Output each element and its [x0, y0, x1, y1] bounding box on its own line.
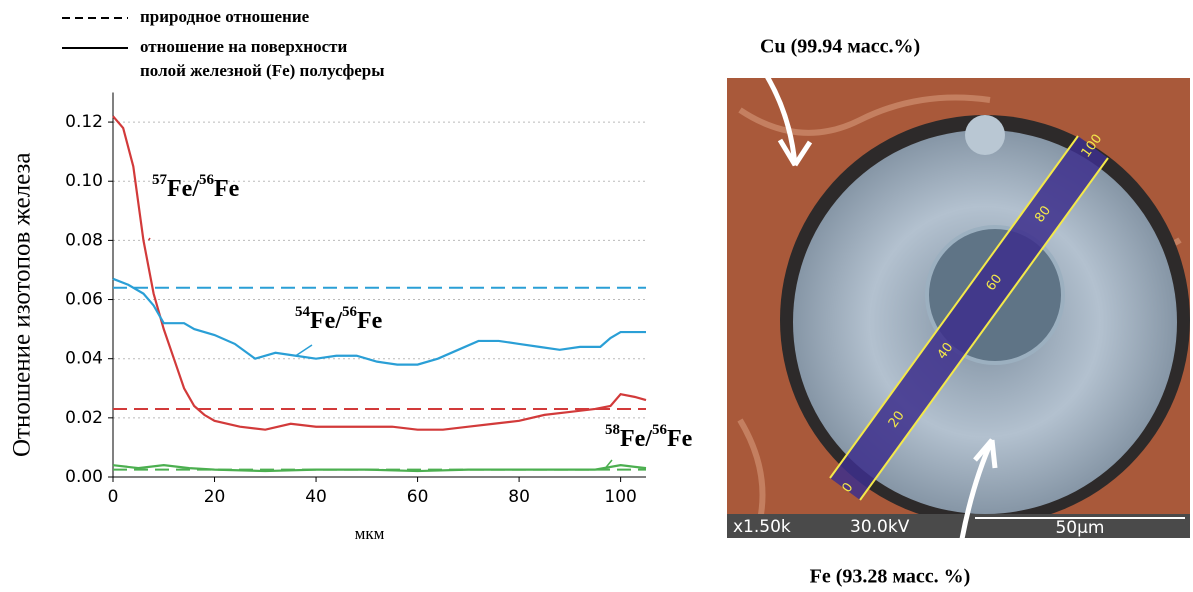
isotope-mass: 58	[605, 422, 620, 438]
x-tick-label: 40	[305, 487, 327, 507]
element: Fe/	[310, 308, 342, 334]
series-label: 54Fe/56Fe	[295, 304, 383, 333]
y-tick-label: 0.02	[65, 408, 103, 428]
element: Fe	[667, 426, 693, 452]
y-tick-label: 0.08	[65, 230, 103, 250]
isotope-mass: 54	[295, 304, 311, 320]
x-tick-label: 100	[604, 487, 636, 507]
isotope-mass: 56	[652, 422, 668, 438]
legend-label: полой железной (Fe) полусферы	[140, 61, 385, 80]
x-tick-label: 60	[407, 487, 429, 507]
magnification: x1.50k	[733, 517, 791, 537]
x-tick-label: 20	[204, 487, 226, 507]
isotope-mass: 56	[199, 172, 215, 188]
fe-label: Fe (93.28 масс. %)	[810, 566, 971, 588]
isotope-mass: 56	[342, 304, 358, 320]
y-tick-label: 0.04	[65, 349, 103, 369]
element: Fe/	[167, 176, 199, 202]
scale-bar-label: 50µm	[1055, 518, 1104, 538]
y-tick-label: 0.06	[65, 290, 103, 310]
voltage: 30.0kV	[850, 517, 910, 537]
y-axis-label: Отношение изотопов железа	[9, 152, 36, 457]
isotope-mass: 57	[152, 172, 168, 188]
element: Fe	[357, 308, 383, 334]
figure: 020406080100 x1.50k 30.0kV 50µm Cu (99.9…	[0, 0, 1193, 592]
x-tick-label: 0	[108, 487, 119, 507]
series-line	[113, 116, 646, 430]
x-axis-label: мкм	[355, 524, 385, 543]
x-tick-label: 80	[508, 487, 530, 507]
series-label: 58Fe/56Fe	[605, 422, 693, 451]
legend-label: отношение на поверхности	[140, 37, 347, 56]
series-line	[113, 465, 646, 471]
y-tick-label: 0.10	[65, 171, 103, 191]
y-tick-label: 0.00	[65, 467, 103, 487]
y-tick-label: 0.12	[65, 112, 103, 132]
element: Fe	[214, 176, 240, 202]
series-label: 57Fe/56Fe	[152, 172, 240, 201]
cu-label: Cu (99.94 масс.%)	[760, 36, 920, 58]
legend-label: природное отношение	[140, 7, 310, 26]
label-leader	[296, 345, 312, 356]
element: Fe/	[620, 426, 652, 452]
fe-droplet	[965, 115, 1005, 155]
